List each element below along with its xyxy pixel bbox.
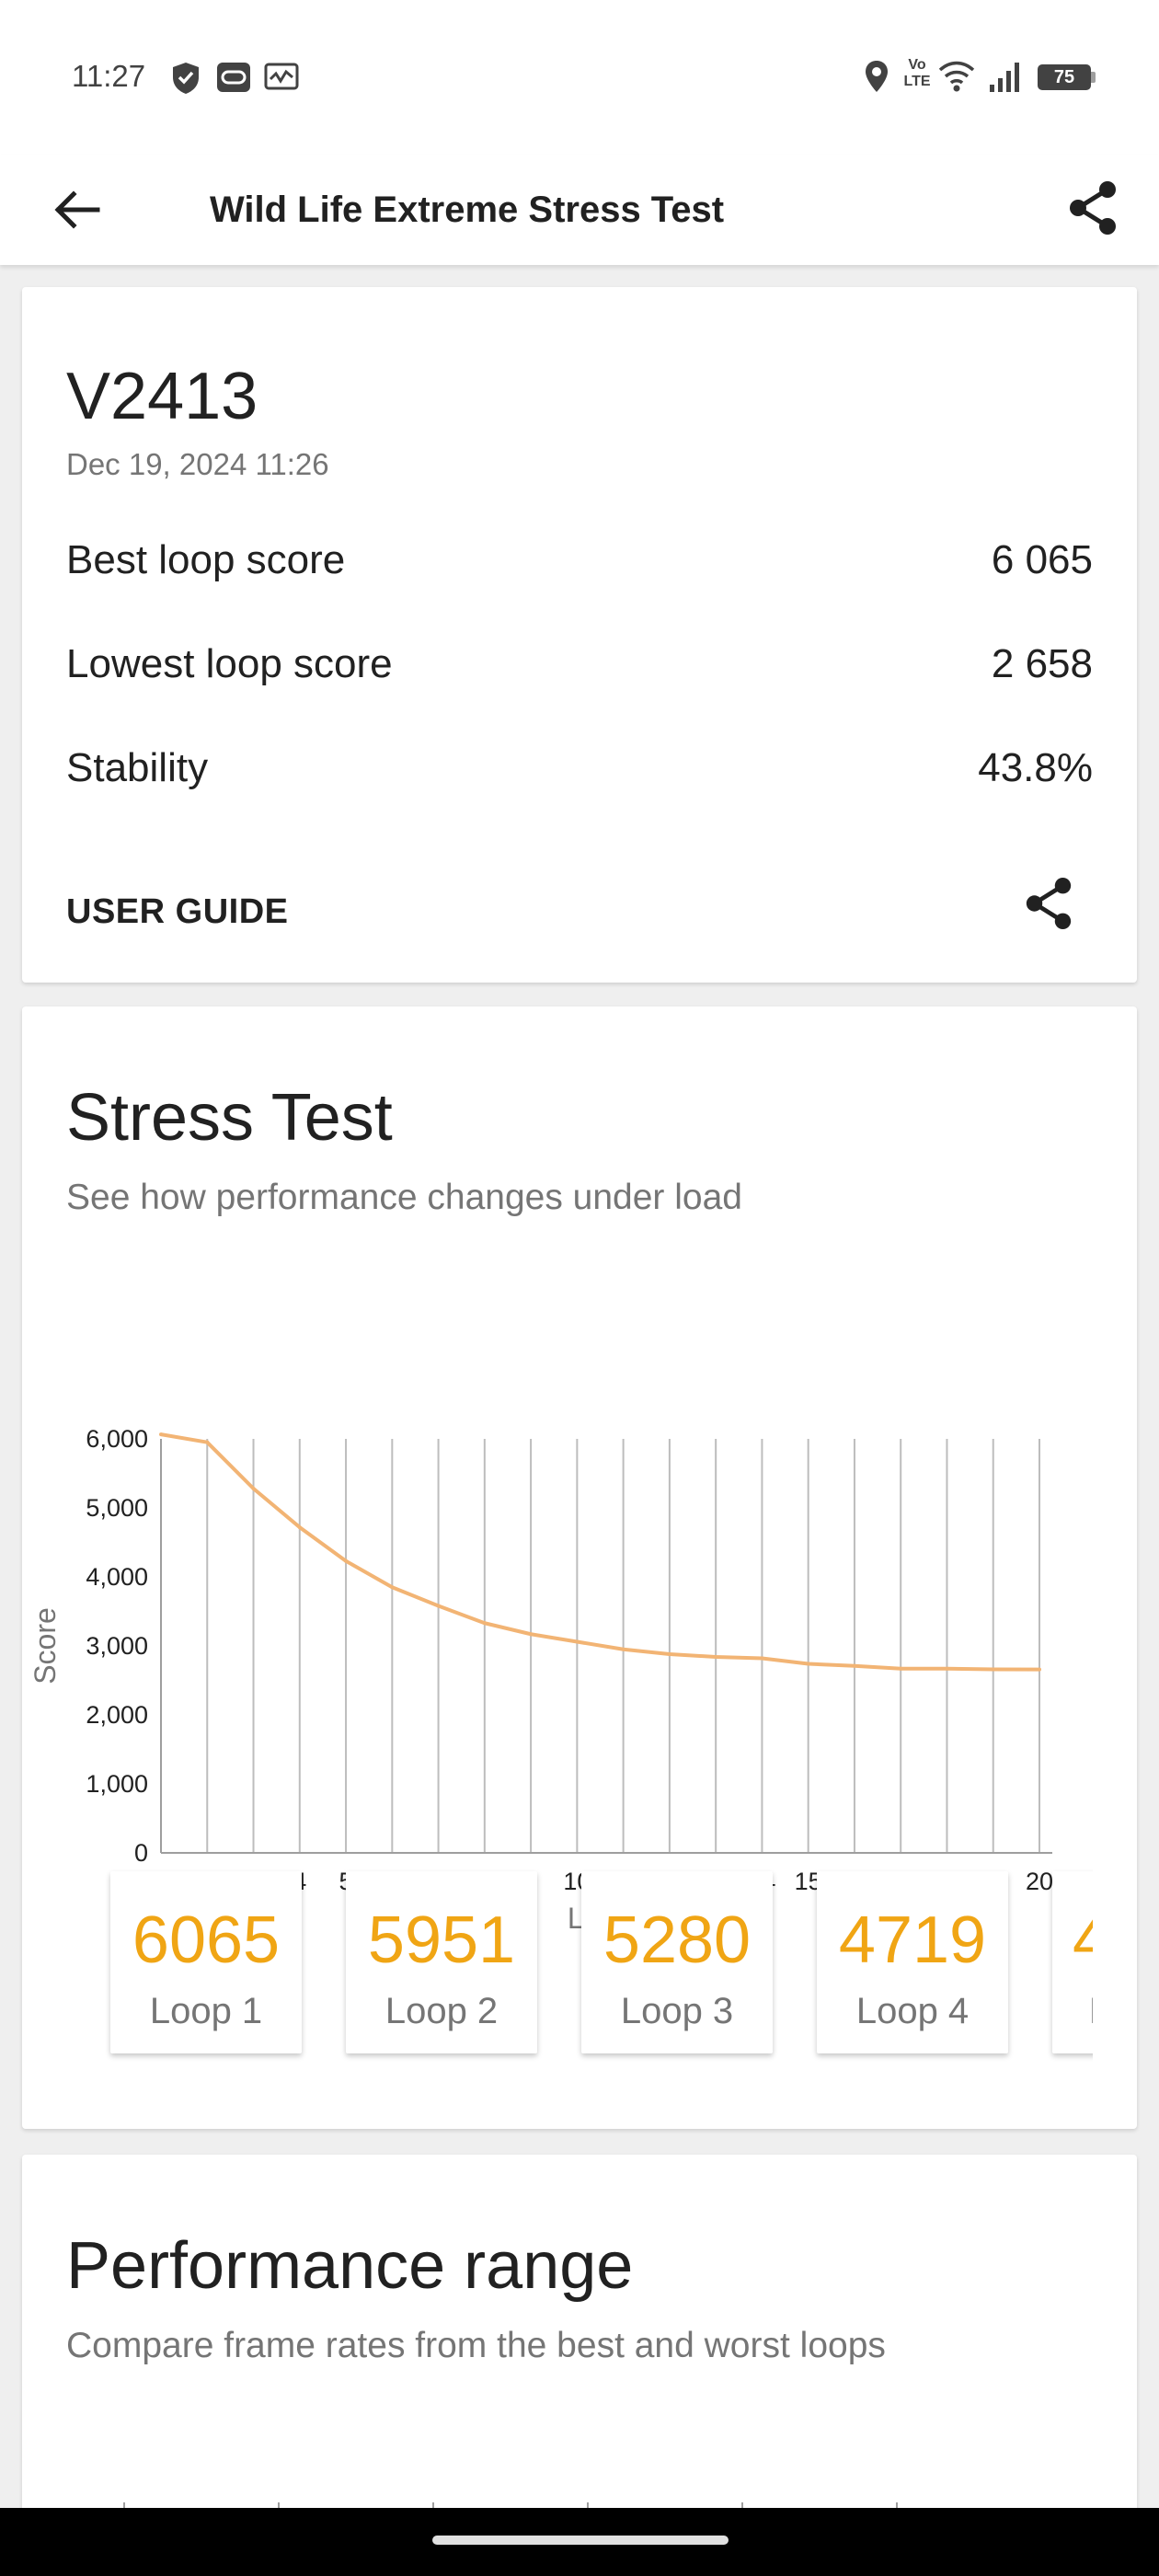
status-time: 11:27 bbox=[72, 59, 146, 93]
home-gesture-handle[interactable] bbox=[432, 2536, 729, 2545]
stat-row-stability: Stability 43.8% bbox=[66, 745, 1093, 800]
share-button[interactable] bbox=[1056, 171, 1130, 245]
section-title: Stress Test bbox=[66, 1081, 393, 1155]
y-tick-label: 0 bbox=[134, 1839, 148, 1867]
loop-label: Loop 3 bbox=[620, 1991, 734, 2031]
arrow-back-icon bbox=[54, 190, 100, 229]
stat-value: 6 065 bbox=[991, 537, 1093, 582]
data-point bbox=[760, 1656, 764, 1661]
y-axis-label: Score bbox=[29, 1607, 62, 1685]
data-point bbox=[205, 1440, 210, 1444]
data-point bbox=[436, 1604, 441, 1608]
data-point bbox=[714, 1655, 718, 1659]
loop-label: Loop 1 bbox=[149, 1991, 263, 2031]
loop-card[interactable]: 5951 Loop 2 bbox=[346, 1871, 537, 2053]
user-guide-button[interactable]: USER GUIDE bbox=[66, 892, 289, 931]
data-point bbox=[1038, 1667, 1041, 1672]
volte-icon: Vo LTE bbox=[903, 57, 931, 89]
data-point bbox=[251, 1487, 256, 1490]
battery-tip bbox=[1091, 72, 1096, 83]
loop-label: Loop 4 bbox=[855, 1991, 970, 2031]
loop-label: Loop 2 bbox=[384, 1991, 499, 2031]
share-icon bbox=[1070, 181, 1116, 235]
loop-score: 5280 bbox=[602, 1903, 752, 1977]
location-icon bbox=[866, 61, 888, 92]
loop-score-strip[interactable]: 6065 Loop 1 5951 Loop 2 5280 Loop 3 4719… bbox=[66, 1853, 1093, 2064]
section-subtitle: See how performance changes under load bbox=[66, 1178, 742, 1217]
stat-row-best: Best loop score 6 065 bbox=[66, 537, 1093, 592]
y-tick-label: 4,000 bbox=[86, 1563, 148, 1591]
data-point bbox=[852, 1663, 856, 1668]
loop-card[interactable]: 4 Lo bbox=[1052, 1871, 1093, 2053]
stat-row-lowest: Lowest loop score 2 658 bbox=[66, 641, 1093, 696]
data-point bbox=[945, 1666, 949, 1671]
data-point bbox=[667, 1652, 671, 1656]
section-subtitle: Compare frame rates from the best and wo… bbox=[66, 2326, 886, 2365]
battery-icon: 75 bbox=[1038, 64, 1091, 90]
data-point bbox=[482, 1621, 487, 1626]
loop-score: 4719 bbox=[838, 1903, 987, 1977]
y-tick-label: 6,000 bbox=[86, 1425, 148, 1453]
data-point bbox=[297, 1525, 302, 1530]
share-result-button[interactable] bbox=[1014, 868, 1084, 938]
stat-value: 43.8% bbox=[978, 745, 1093, 790]
data-point bbox=[344, 1558, 349, 1563]
loop-label: Lo bbox=[1089, 1991, 1093, 2032]
app-bar: Wild Life Extreme Stress Test bbox=[0, 155, 1159, 265]
loop-card[interactable]: 4719 Loop 4 bbox=[817, 1871, 1008, 2053]
page-title: Wild Life Extreme Stress Test bbox=[210, 190, 725, 230]
back-button[interactable] bbox=[42, 175, 112, 245]
navigation-bar bbox=[0, 2508, 1159, 2576]
data-point bbox=[390, 1585, 395, 1590]
loop-score: 5951 bbox=[367, 1903, 516, 1977]
y-tick-label: 1,000 bbox=[86, 1770, 148, 1798]
stat-value: 2 658 bbox=[991, 641, 1093, 686]
status-bar: 11:27 Vo LTE 75 bbox=[0, 0, 1159, 155]
stat-label: Lowest loop score bbox=[66, 641, 393, 686]
wifi-icon bbox=[938, 61, 975, 92]
performance-range-card: Performance range Compare frame rates fr… bbox=[22, 2155, 1137, 2576]
game-pad-icon bbox=[217, 63, 250, 92]
battery-level: 75 bbox=[1053, 67, 1075, 87]
data-point bbox=[529, 1632, 534, 1637]
stat-label: Stability bbox=[66, 745, 209, 790]
loop-score: 6065 bbox=[132, 1903, 281, 1977]
y-tick-label: 2,000 bbox=[86, 1701, 148, 1729]
loop-card[interactable]: 5280 Loop 3 bbox=[581, 1871, 773, 2053]
data-point bbox=[991, 1667, 995, 1672]
shield-check-icon bbox=[173, 63, 199, 94]
x-tick-label: 20 bbox=[1026, 1868, 1053, 1895]
y-tick-label: 3,000 bbox=[86, 1632, 148, 1660]
data-point bbox=[575, 1639, 580, 1644]
device-name: V2413 bbox=[66, 360, 258, 433]
y-tick-label: 5,000 bbox=[86, 1494, 148, 1522]
loop-card[interactable]: 6065 Loop 1 bbox=[110, 1871, 302, 2053]
summary-card: V2413 Dec 19, 2024 11:26 Best loop score… bbox=[22, 287, 1137, 983]
section-title: Performance range bbox=[66, 2229, 634, 2303]
data-point bbox=[621, 1647, 625, 1651]
data-point bbox=[899, 1666, 903, 1671]
stat-label: Best loop score bbox=[66, 537, 346, 582]
loop-score: 4 bbox=[1073, 1903, 1093, 1977]
test-date: Dec 19, 2024 11:26 bbox=[66, 447, 329, 481]
data-point bbox=[806, 1662, 810, 1666]
monitor-chart-icon bbox=[264, 63, 299, 90]
share-icon bbox=[1026, 877, 1072, 930]
series-line bbox=[160, 1432, 1040, 1672]
signal-icon bbox=[990, 63, 1019, 92]
data-point bbox=[159, 1432, 163, 1437]
stress-test-card: Stress Test See how performance changes … bbox=[22, 1006, 1137, 2129]
